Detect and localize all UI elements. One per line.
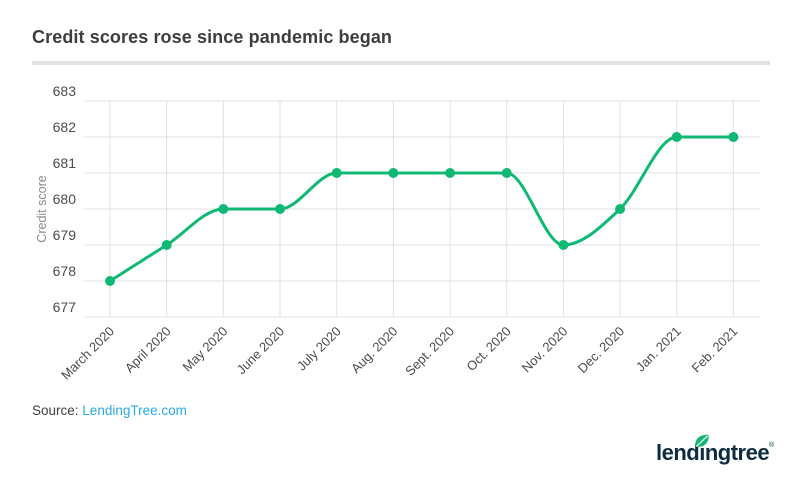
data-point-marker	[105, 276, 115, 286]
title-divider	[32, 61, 770, 65]
x-tick-label: May 2020	[179, 324, 230, 375]
source-link[interactable]: LendingTree.com	[82, 403, 187, 418]
x-tick-label: Sept. 2020	[402, 324, 457, 379]
x-tick-label: Feb. 2021	[689, 324, 741, 376]
x-tick-label: July 2020	[294, 324, 344, 374]
chart-title: Credit scores rose since pandemic began	[32, 27, 393, 47]
data-point-marker	[275, 204, 286, 214]
data-point-marker	[331, 168, 342, 178]
y-tick-label: 682	[53, 119, 77, 135]
x-tick-label: June 2020	[234, 324, 288, 378]
logo-registered-mark: ®	[769, 441, 775, 449]
x-tick-label: Aug. 2020	[348, 324, 401, 377]
lendingtree-logo-graphic: lendıngtree ®	[656, 434, 775, 465]
y-tick-label: 678	[53, 263, 77, 279]
x-tick-label: Jan. 2021	[633, 324, 684, 375]
data-point-marker	[388, 168, 399, 178]
data-point-marker	[218, 204, 229, 214]
data-point-marker	[728, 132, 739, 142]
leaf-icon	[695, 434, 709, 447]
data-point-marker	[501, 168, 512, 178]
x-tick-label: Oct. 2020	[463, 324, 513, 374]
lendingtree-logo: lendıngtree ®	[656, 431, 778, 467]
y-tick-label: 683	[53, 83, 77, 99]
data-point-marker	[445, 168, 456, 178]
x-tick-label: Nov. 2020	[519, 324, 571, 376]
data-point-marker	[161, 240, 172, 250]
x-tick-label: Dec. 2020	[575, 324, 628, 377]
x-tick-label: March 2020	[58, 324, 117, 383]
y-tick-label: 679	[53, 227, 77, 243]
source-line: Source: LendingTree.com	[32, 403, 187, 418]
data-point-marker	[558, 240, 569, 250]
y-tick-label: 680	[53, 191, 77, 207]
data-point-marker	[671, 132, 682, 142]
line-chart: 677 678 679 680 681 682 683 March 2020 April 202…	[35, 83, 760, 383]
y-axis-title: Credit score	[35, 175, 49, 242]
x-tick-label: April 2020	[122, 324, 174, 376]
y-tick-label: 677	[53, 299, 77, 315]
source-label: Source:	[32, 403, 79, 418]
series-line	[108, 135, 735, 283]
logo-wordmark: lendıngtree	[656, 440, 769, 465]
data-point-marker	[615, 204, 626, 214]
y-tick-label: 681	[53, 155, 77, 171]
